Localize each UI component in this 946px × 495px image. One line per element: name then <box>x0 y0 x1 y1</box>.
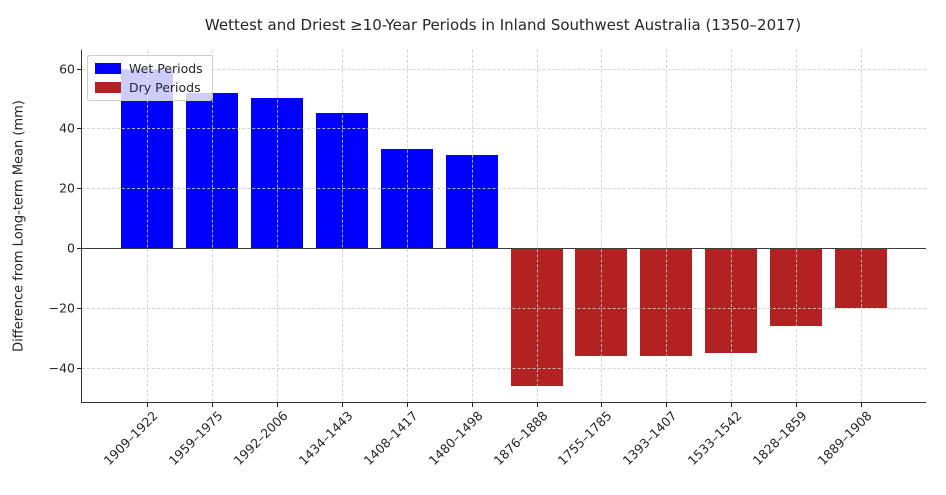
x-tick-mark <box>861 402 863 407</box>
y-tick-label: −40 <box>48 360 75 376</box>
y-tick-label: 20 <box>59 180 75 196</box>
x-tick-mark <box>211 402 213 407</box>
vertical-gridline <box>146 50 148 402</box>
x-tick-mark <box>471 402 473 407</box>
x-tick-mark <box>601 402 603 407</box>
x-tick-mark <box>341 402 343 407</box>
y-tick-mark <box>77 188 82 190</box>
horizontal-gridline <box>82 68 926 70</box>
y-tick-mark <box>77 307 82 309</box>
x-tick-mark <box>406 402 408 407</box>
y-tick-mark <box>77 367 82 369</box>
x-tick-mark <box>731 402 733 407</box>
x-tick-mark <box>276 402 278 407</box>
y-tick-label: 60 <box>59 61 75 76</box>
plot-area: Wet Periods Dry Periods 60 40 20 0 −20 −40 190… <box>49 50 926 468</box>
vertical-gridline <box>731 50 733 402</box>
horizontal-gridline <box>82 367 926 369</box>
vertical-gridline <box>471 50 473 402</box>
dry-periods-swatch-icon <box>95 82 121 93</box>
vertical-gridline <box>276 50 278 402</box>
vertical-gridline <box>341 50 343 402</box>
horizontal-gridline <box>82 128 926 130</box>
legend-label-dry: Dry Periods <box>129 80 201 95</box>
y-tick-mark <box>77 68 82 70</box>
wet-periods-swatch-icon <box>95 63 121 74</box>
vertical-gridline <box>406 50 408 402</box>
legend-item-wet: Wet Periods <box>95 61 203 76</box>
legend-label-wet: Wet Periods <box>129 61 203 76</box>
vertical-gridline <box>666 50 668 402</box>
horizontal-gridline <box>82 188 926 190</box>
chart-title: Wettest and Driest ≥10-Year Periods in I… <box>204 16 802 34</box>
vertical-gridline <box>796 50 798 402</box>
vertical-gridline <box>211 50 213 402</box>
vertical-gridline <box>861 50 863 402</box>
y-tick-mark <box>77 248 82 249</box>
legend: Wet Periods Dry Periods <box>87 55 213 101</box>
y-tick-label: 40 <box>59 120 75 136</box>
x-tick-mark <box>796 402 798 407</box>
x-tick-mark <box>536 402 538 407</box>
y-axis-label: Difference from Long-term Mean (mm) <box>11 100 27 352</box>
x-tick-mark <box>146 402 148 407</box>
y-tick-mark <box>77 128 82 130</box>
vertical-gridline <box>601 50 603 402</box>
y-tick-label: 0 <box>67 240 75 256</box>
y-tick-label: −20 <box>48 300 75 316</box>
vertical-gridline <box>536 50 538 402</box>
horizontal-gridline <box>82 307 926 309</box>
legend-item-dry: Dry Periods <box>95 80 203 95</box>
x-tick-mark <box>666 402 668 407</box>
zero-baseline <box>82 248 926 249</box>
